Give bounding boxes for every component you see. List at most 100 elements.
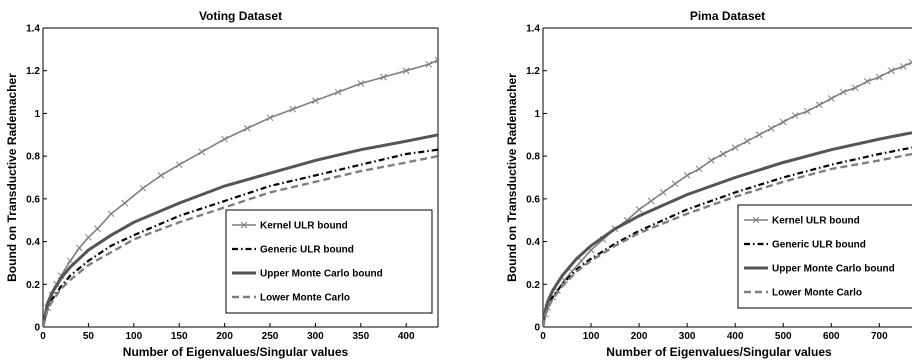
y-tick-label: 1.4 <box>26 24 40 35</box>
series-point <box>561 276 568 284</box>
legend-label: Lower Monte Carlo <box>772 288 862 299</box>
y-axis-label: Bound on Transductive Rademacher <box>505 73 519 282</box>
series-point <box>875 73 883 81</box>
y-tick-label: 0.4 <box>526 237 540 248</box>
series-line-1 <box>43 59 438 327</box>
y-tick-label: 1 <box>34 109 40 120</box>
series-line-3 <box>543 131 912 327</box>
legend-label: Kernel ULR bound <box>260 221 348 232</box>
y-axis-label: Bound on Transductive Rademacher <box>5 73 19 282</box>
series-point <box>334 88 342 96</box>
series-point <box>139 184 147 192</box>
series-point <box>803 107 811 115</box>
y-tick-label: 0.8 <box>526 152 540 163</box>
series-point <box>767 125 775 132</box>
series-point <box>94 225 101 233</box>
series-point <box>683 172 691 179</box>
y-tick-label: 1 <box>534 109 540 120</box>
y-tick-label: 1.4 <box>526 24 540 35</box>
x-tick-label: 400 <box>398 331 415 342</box>
y-tick-label: 0.2 <box>526 280 540 291</box>
series-point <box>66 257 74 265</box>
y-tick-label: 0.6 <box>526 194 540 205</box>
y-tick-label: 0 <box>534 323 540 334</box>
y-tick-label: 0.2 <box>26 280 40 291</box>
legend-label: Upper Monte Carlo bound <box>260 269 383 280</box>
series-point <box>266 114 274 122</box>
chart-title: Pima Dataset <box>690 9 765 23</box>
series-point <box>357 80 365 87</box>
series-point <box>647 197 655 205</box>
series-point <box>731 144 739 151</box>
series-point <box>289 105 297 113</box>
y-tick-label: 1.2 <box>526 66 540 77</box>
series-point <box>791 112 799 119</box>
series-point <box>107 210 115 218</box>
x-tick-label: 100 <box>125 331 142 342</box>
chart-panel-2: Pima Dataset 0 0.2 0.4 0.6 0.8 1 1.2 1.4 0 100 200 3… <box>505 9 912 359</box>
series-point <box>380 73 387 81</box>
series-line-4 <box>43 154 438 327</box>
series-point <box>671 180 679 188</box>
x-tick-label: 300 <box>679 331 696 342</box>
series-point <box>743 137 751 145</box>
legend-marker <box>752 216 760 224</box>
plot-area <box>543 58 912 327</box>
legend-label: Lower Monte Carlo <box>260 293 350 304</box>
series-point <box>157 172 165 179</box>
series-point <box>121 199 129 207</box>
series-point <box>899 63 907 70</box>
x-tick-label: 250 <box>262 331 279 342</box>
series-line-3 <box>43 133 438 327</box>
series-point <box>707 157 715 164</box>
series-point <box>755 131 763 139</box>
series-point <box>402 67 410 75</box>
x-tick-label: 350 <box>352 331 369 342</box>
legend-label: Generic ULR bound <box>260 245 354 256</box>
series-line-2 <box>543 146 912 327</box>
series-point <box>75 244 83 252</box>
legend-label: Kernel ULR bound <box>772 216 860 227</box>
series-point <box>434 56 438 64</box>
series-point <box>659 189 667 196</box>
plot-area <box>43 56 438 327</box>
series-point <box>827 95 835 102</box>
legend: Kernel ULR bound Generic ULR bound Upper M… <box>225 209 433 314</box>
series-point <box>175 161 183 169</box>
series-point <box>578 257 585 265</box>
series-point <box>85 233 92 241</box>
x-tick-label: 200 <box>216 331 233 342</box>
series-point <box>719 150 727 158</box>
series-point <box>779 118 787 126</box>
legend: Kernel ULR bound Generic ULR bound Upper M… <box>737 204 912 309</box>
series-point <box>815 101 823 109</box>
x-axis-label: Number of Eigenvalues/Singular values <box>123 345 349 359</box>
x-tick-label: 500 <box>775 331 792 342</box>
x-tick-label: 700 <box>871 331 888 342</box>
chart-title: Voting Dataset <box>199 9 282 23</box>
y-tick-label: 0.4 <box>26 237 40 248</box>
series-point <box>312 97 319 104</box>
legend-box <box>225 209 433 314</box>
x-tick-label: 200 <box>631 331 648 342</box>
series-point <box>851 84 859 92</box>
x-tick-label: 400 <box>727 331 744 342</box>
y-tick-label: 1.2 <box>26 66 40 77</box>
series-point <box>908 58 912 66</box>
legend-marker <box>240 221 248 229</box>
y-tick-label: 0.6 <box>26 194 40 205</box>
series-point <box>887 67 895 75</box>
series-line-4 <box>543 152 912 327</box>
series-point <box>695 165 703 173</box>
series-point <box>839 88 847 96</box>
x-tick-label: 50 <box>83 331 95 342</box>
x-tick-label: 600 <box>823 331 840 342</box>
x-tick-label: 0 <box>40 331 46 342</box>
series-point <box>863 78 871 85</box>
legend-label: Generic ULR bound <box>772 240 866 251</box>
x-tick-label: 0 <box>540 331 546 342</box>
series-point <box>221 135 228 143</box>
x-tick-label: 300 <box>307 331 324 342</box>
y-tick-label: 0 <box>34 323 40 334</box>
